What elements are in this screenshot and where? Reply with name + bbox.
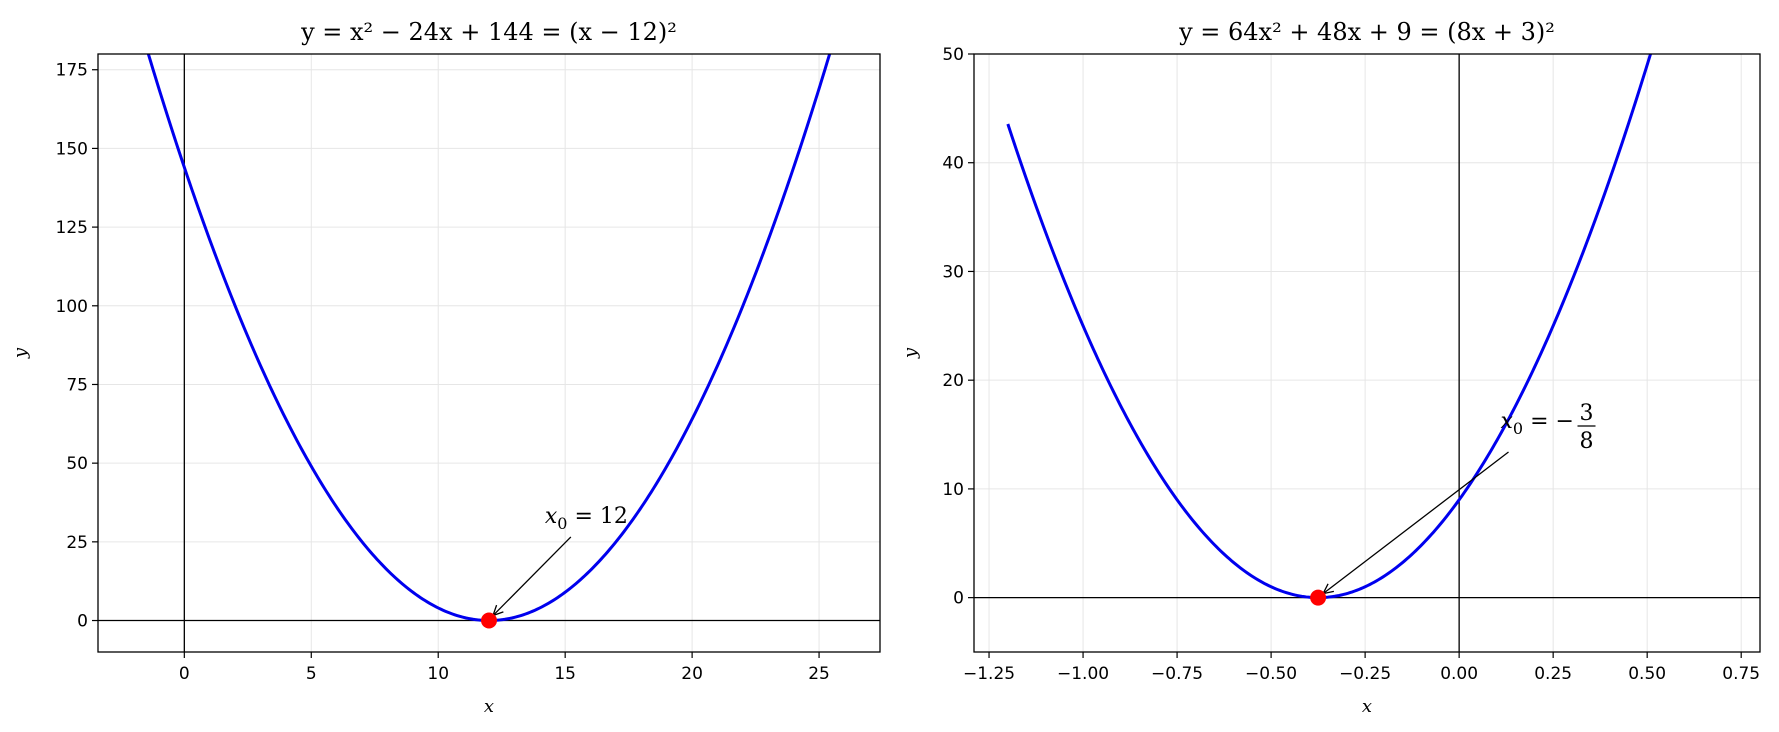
x-tick-label: 0.00 (1440, 664, 1478, 684)
x-tick-label: 25 (808, 664, 830, 684)
annotation-subscript: 0 (1513, 419, 1523, 438)
fraction-numerator: 3 (1580, 401, 1594, 426)
x-tick-label: 15 (554, 664, 576, 684)
annotation-text: x0 = − (1501, 409, 1574, 438)
vertex-point (1310, 589, 1327, 606)
y-tick-label: 0 (77, 612, 88, 632)
y-axis-label: y (10, 347, 31, 359)
parabola-line (146, 54, 832, 623)
y-tick-label: 40 (942, 154, 964, 174)
x-tick-label: −0.50 (1245, 664, 1297, 684)
chart-title: y = 64x² + 48x + 9 = (8x + 3)² (1178, 18, 1555, 46)
y-tick-label: 0 (953, 589, 964, 609)
annotation-value: = 12 (567, 504, 627, 529)
parabola-line (1006, 54, 1653, 600)
plot-frame (97, 53, 881, 653)
y-tick-label: 50 (66, 454, 88, 474)
y-tick-label: 25 (66, 533, 88, 553)
annotation-value: = − (1523, 409, 1574, 434)
vertex-point (481, 612, 497, 629)
y-tick-label: 100 (56, 297, 88, 317)
x-tick-label: −0.75 (1151, 664, 1203, 684)
y-tick-label: 75 (66, 375, 88, 395)
x-tick-label: 0.50 (1628, 664, 1666, 684)
y-tick-label: 10 (942, 480, 964, 500)
vertex-annotation: x0 = − 3 8 (1501, 401, 1596, 454)
x-ticks: 0 5 10 15 20 25 (179, 652, 830, 684)
annotation-arrow (492, 536, 572, 616)
annotation-x: x (545, 504, 558, 529)
x-axis-label: x (1362, 696, 1372, 717)
y-tick-label: 175 (56, 61, 88, 81)
x-tick-label: 20 (681, 664, 703, 684)
x-tick-label: −1.00 (1057, 664, 1109, 684)
y-tick-label: 125 (56, 218, 88, 238)
annotation-x: x (1501, 409, 1514, 434)
y-tick-label: 50 (942, 45, 964, 65)
x-tick-label: 0 (179, 664, 190, 684)
x-tick-label: 5 (306, 664, 317, 684)
chart-left: 0 5 10 15 20 25 0 25 50 75 100 125 150 175 y = x² − … (10, 18, 881, 717)
annotation-subscript: 0 (557, 514, 567, 533)
x-tick-label: −0.25 (1339, 664, 1391, 684)
vertex-annotation: x0 = 12 (545, 504, 628, 533)
x-tick-label: 10 (427, 664, 449, 684)
x-tick-label: −1.25 (963, 664, 1015, 684)
x-axis-label: x (484, 696, 494, 717)
y-ticks: 0 25 50 75 100 125 150 175 (56, 61, 98, 632)
x-tick-label: 0.25 (1534, 664, 1572, 684)
y-axis-label: y (900, 347, 921, 359)
y-ticks: 0 10 20 30 40 50 (942, 45, 974, 609)
x-ticks: −1.25 −1.00 −0.75 −0.50 −0.25 0.00 0.25 0.50 0.7… (963, 652, 1760, 684)
chart-title: y = x² − 24x + 144 = (x − 12)² (300, 18, 677, 46)
y-tick-label: 150 (56, 139, 88, 159)
x-tick-label: 0.75 (1722, 664, 1760, 684)
annotation-arrow (1322, 451, 1509, 595)
grid (974, 53, 1760, 652)
fraction-denominator: 8 (1580, 429, 1594, 454)
plot-frame (973, 53, 1761, 653)
chart-right: −1.25 −1.00 −0.75 −0.50 −0.25 0.00 0.25 0.50 0.7… (900, 18, 1761, 717)
y-tick-label: 20 (942, 371, 964, 391)
grid (98, 54, 880, 652)
y-tick-label: 30 (942, 262, 964, 282)
